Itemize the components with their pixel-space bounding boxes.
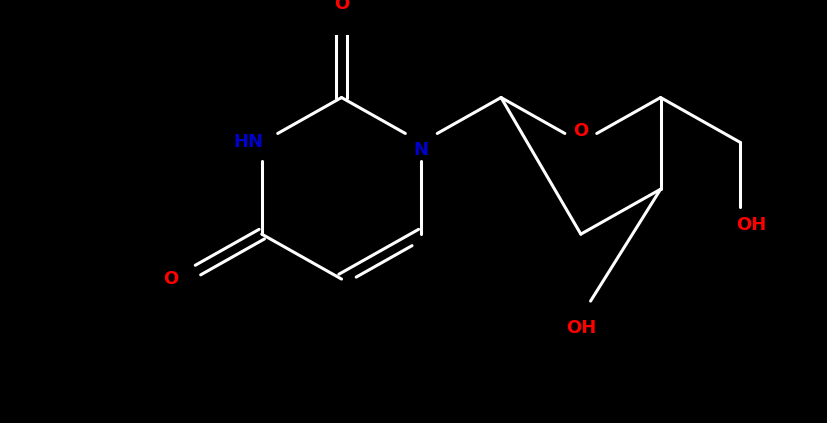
Text: OH: OH xyxy=(736,216,767,234)
Text: O: O xyxy=(334,0,349,13)
Text: O: O xyxy=(573,122,589,140)
Text: O: O xyxy=(164,270,179,288)
Text: HN: HN xyxy=(233,133,263,151)
Text: OH: OH xyxy=(566,319,596,337)
Text: N: N xyxy=(414,141,428,159)
